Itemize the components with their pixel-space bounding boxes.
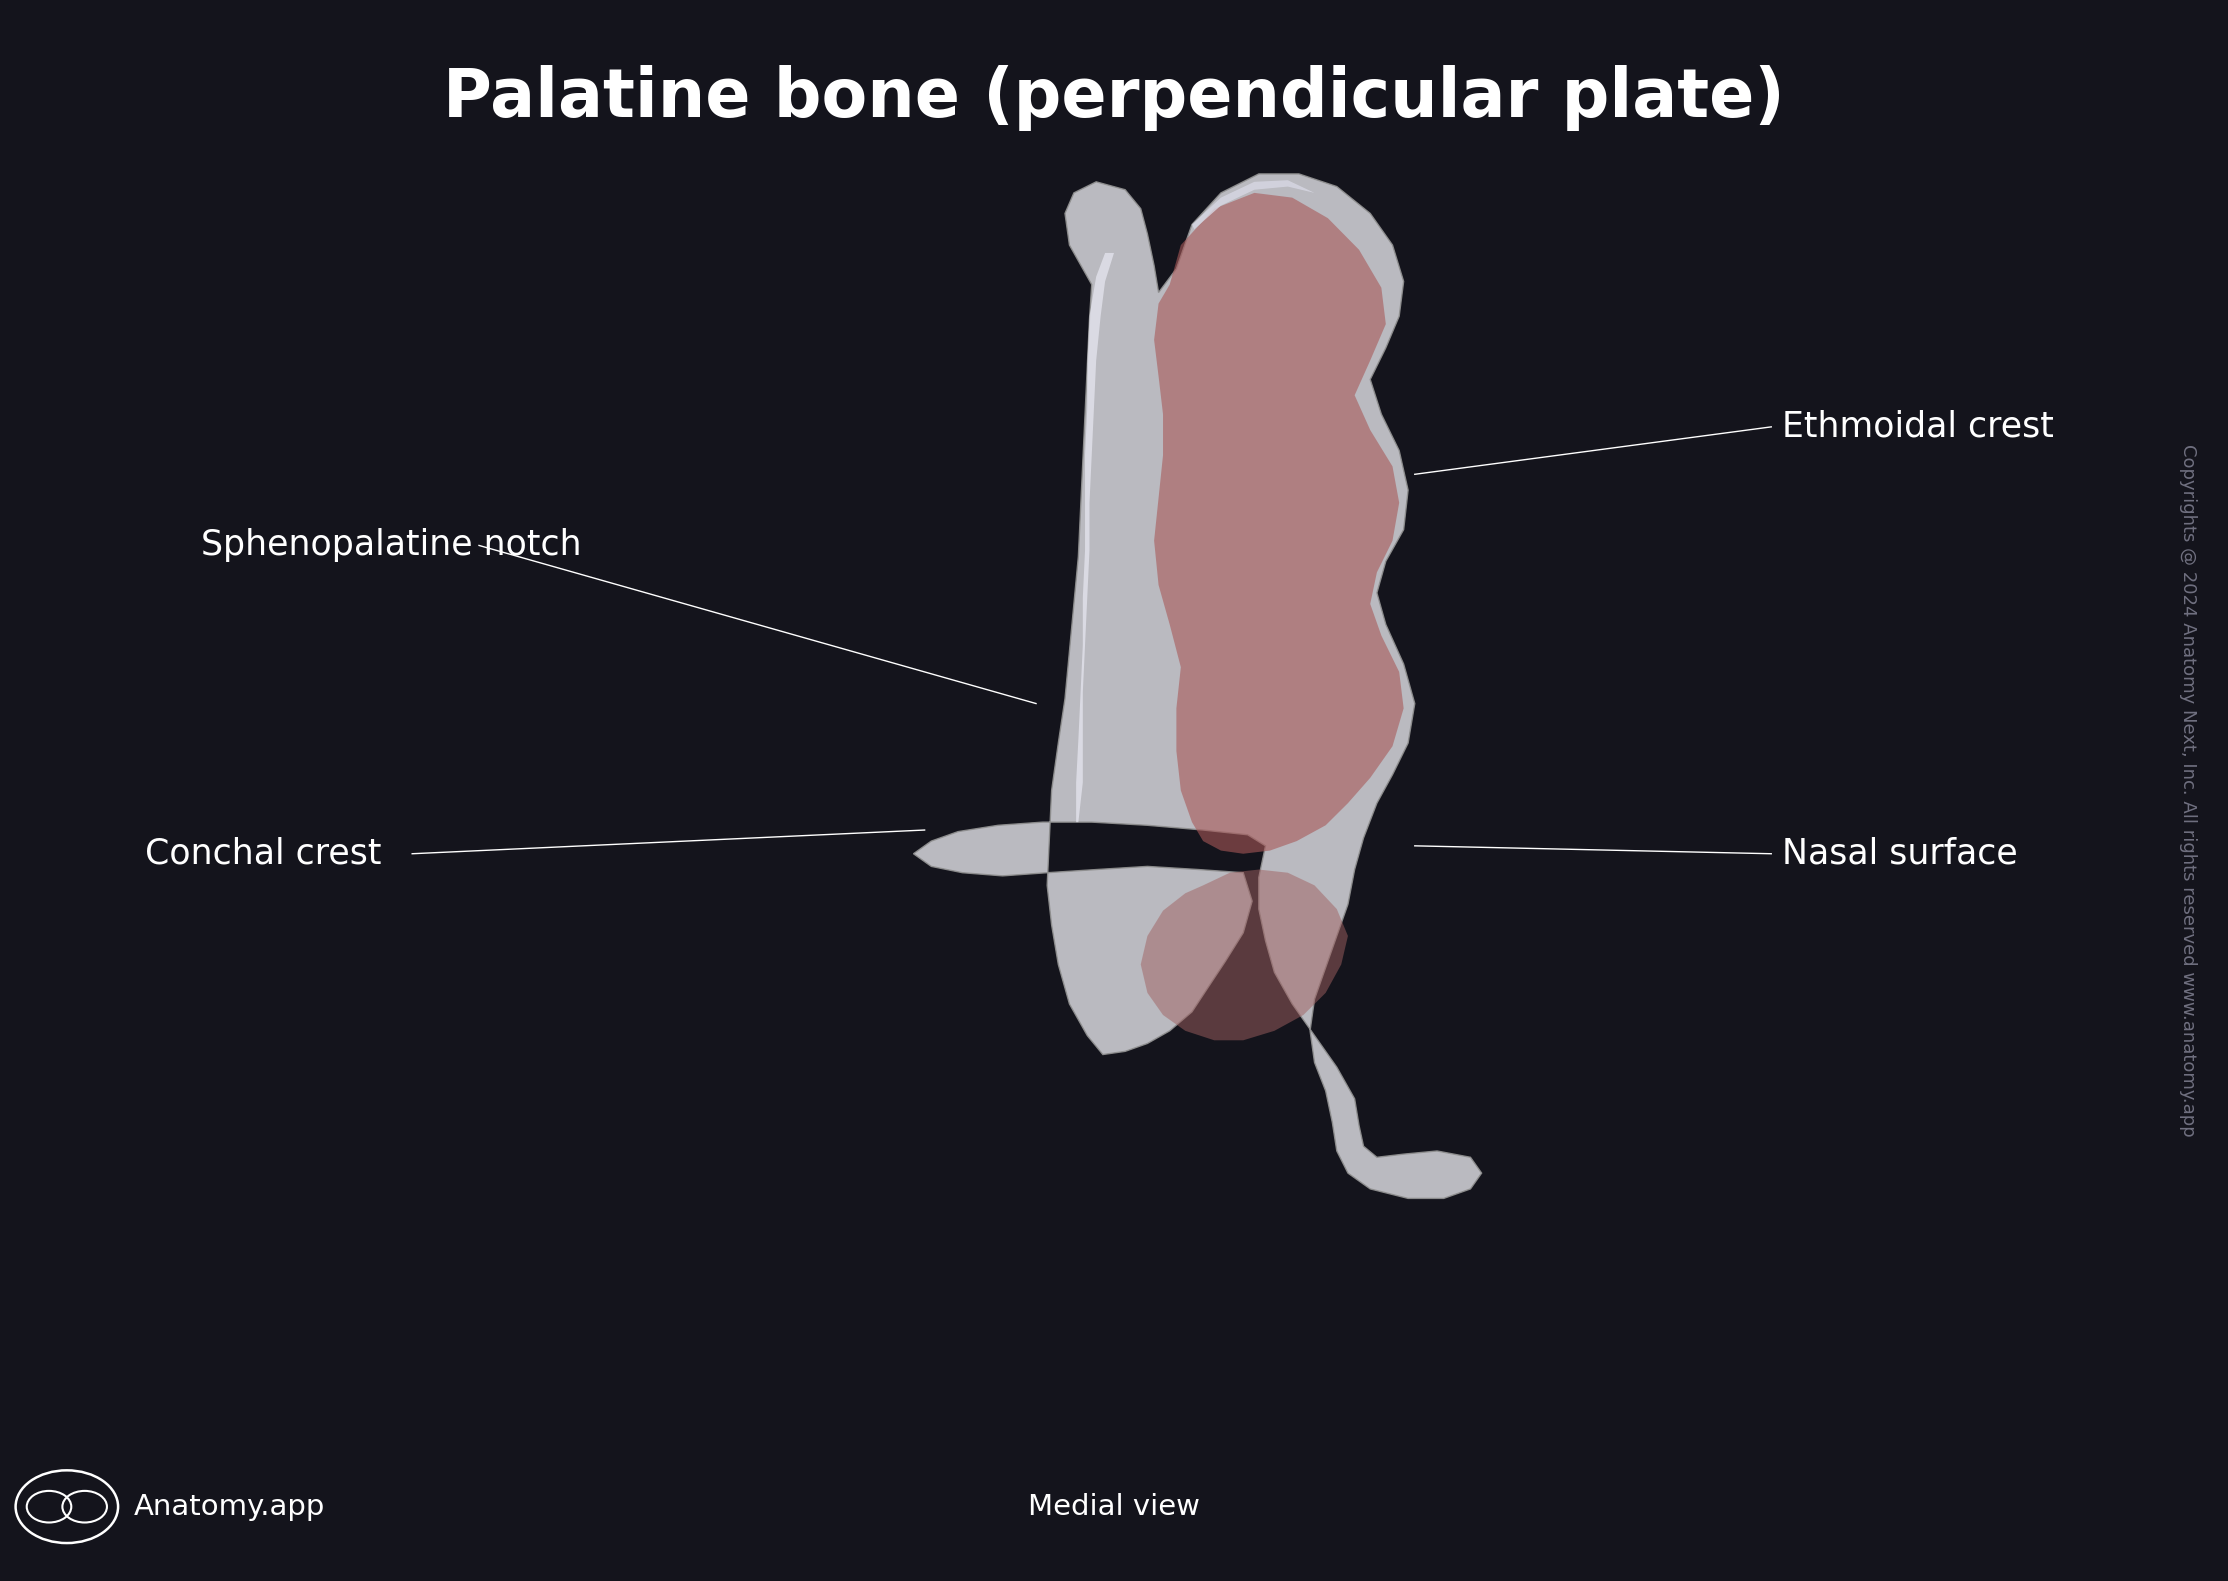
Polygon shape bbox=[1192, 180, 1315, 229]
Polygon shape bbox=[1154, 193, 1404, 854]
Text: Palatine bone (perpendicular plate): Palatine bone (perpendicular plate) bbox=[443, 65, 1785, 131]
Text: Sphenopalatine notch: Sphenopalatine notch bbox=[201, 528, 582, 563]
Text: Medial view: Medial view bbox=[1027, 1492, 1201, 1521]
Polygon shape bbox=[913, 174, 1482, 1198]
Text: Copyrights @ 2024 Anatomy Next, Inc. All rights reserved www.anatomy.app: Copyrights @ 2024 Anatomy Next, Inc. All… bbox=[2179, 444, 2197, 1137]
Text: Conchal crest: Conchal crest bbox=[145, 836, 381, 871]
Text: Ethmoidal crest: Ethmoidal crest bbox=[1782, 409, 2054, 444]
Polygon shape bbox=[1141, 870, 1348, 1040]
Text: Anatomy.app: Anatomy.app bbox=[134, 1492, 325, 1521]
Polygon shape bbox=[1076, 253, 1114, 822]
Text: Nasal surface: Nasal surface bbox=[1782, 836, 2019, 871]
